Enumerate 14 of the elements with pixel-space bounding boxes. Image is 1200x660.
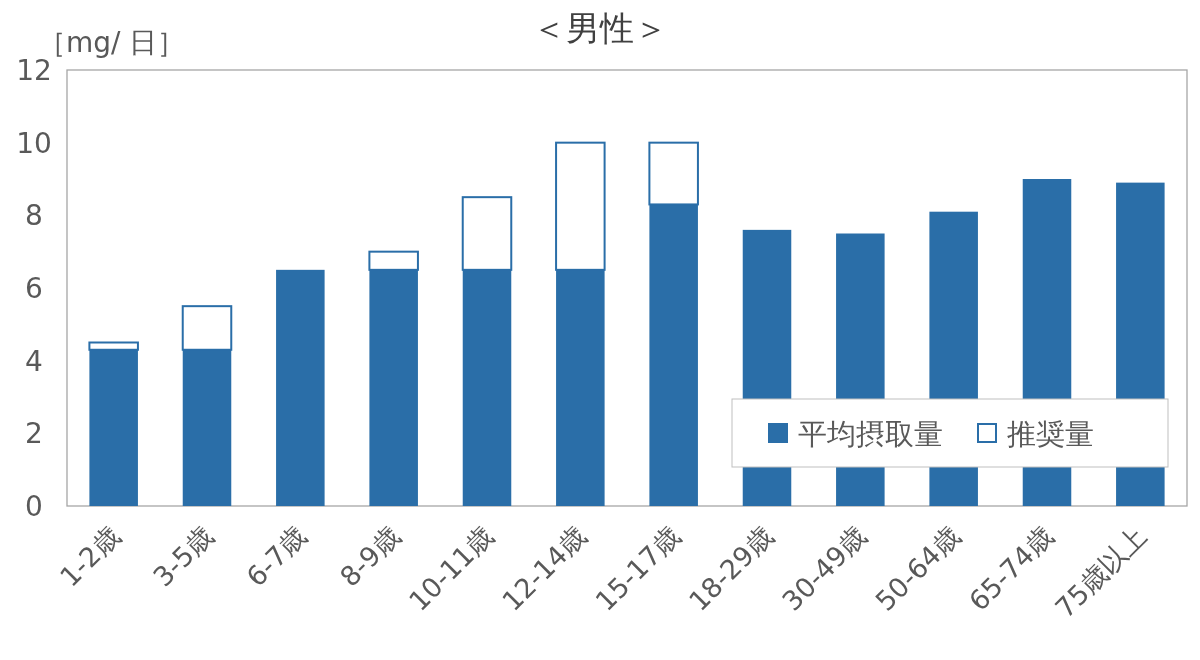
x-tick-label: 3-5歳 bbox=[147, 520, 220, 593]
legend-label: 推奨量 bbox=[1007, 417, 1094, 451]
y-tick-label: 6 bbox=[25, 272, 43, 305]
y-tick-label: 4 bbox=[25, 344, 43, 378]
legend-label: 平均摂取量 bbox=[798, 417, 943, 451]
y-tick-label: 10 bbox=[16, 126, 52, 160]
y-tick-label: 0 bbox=[25, 490, 43, 523]
x-tick-label: 6-7歳 bbox=[240, 520, 313, 593]
chart-title: ＜男性＞ bbox=[532, 8, 668, 48]
x-tick-label: 1-2歳 bbox=[53, 520, 126, 593]
x-tick-label: 8-9歳 bbox=[333, 520, 406, 593]
bar bbox=[276, 269, 325, 506]
y-tick-label: 2 bbox=[25, 417, 43, 451]
y-tick-label: 8 bbox=[25, 199, 43, 233]
